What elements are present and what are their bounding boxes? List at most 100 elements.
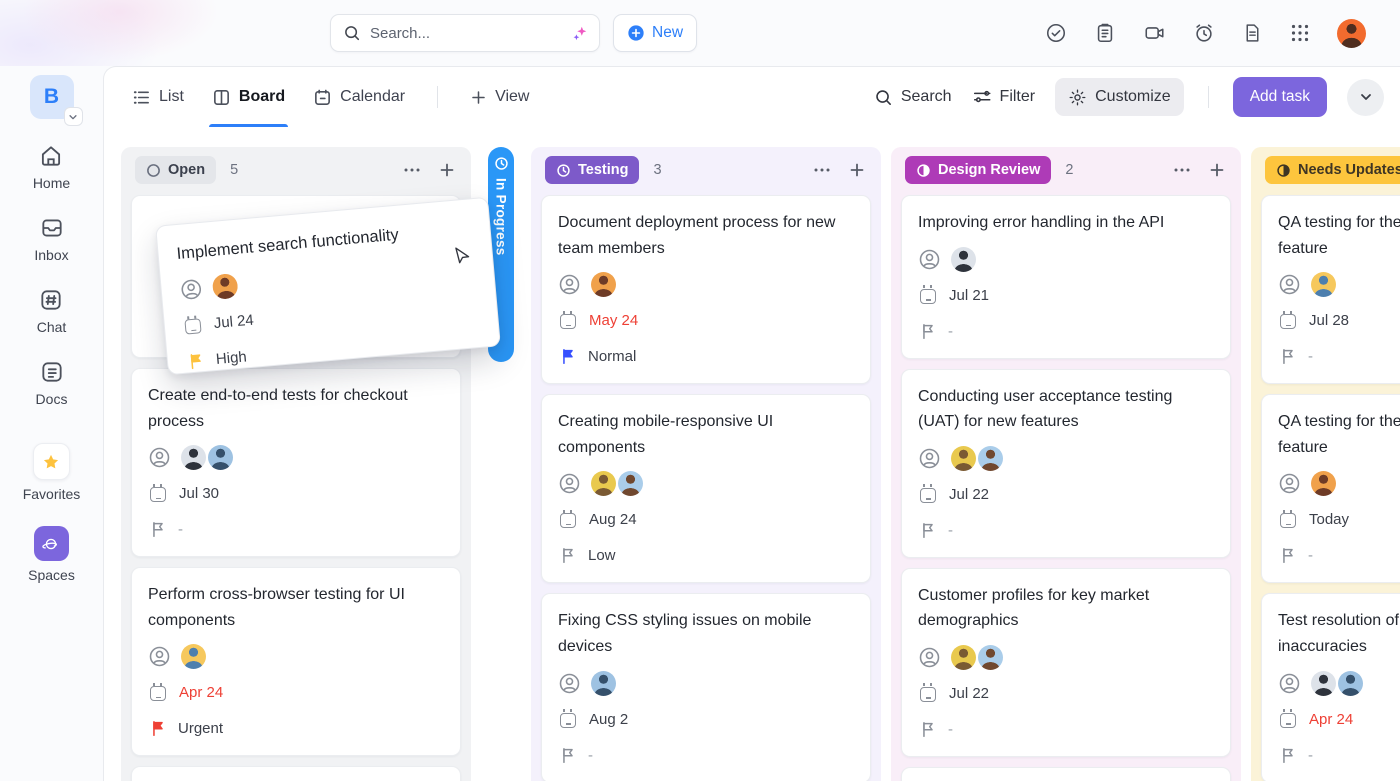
due-date-row[interactable]: Today <box>1278 507 1400 532</box>
tab-board[interactable]: Board <box>208 67 289 127</box>
status-pill-testing[interactable]: Testing <box>545 156 640 184</box>
assignee-row[interactable] <box>558 670 854 696</box>
priority-row[interactable]: Low <box>558 543 854 568</box>
due-date-row[interactable]: Aug 2 <box>558 707 854 732</box>
assignee-row[interactable] <box>558 272 854 298</box>
column-add-button[interactable] <box>437 160 457 180</box>
due-date-row[interactable]: Jul 21 <box>918 283 1214 308</box>
document-icon[interactable] <box>1242 22 1263 44</box>
assignee-row[interactable] <box>148 445 444 471</box>
sidebar-item-inbox[interactable]: Inbox <box>34 215 69 263</box>
due-date-row[interactable]: Jul 22 <box>918 681 1214 706</box>
ai-sparkle-icon[interactable] <box>571 24 589 42</box>
priority-row[interactable]: - <box>148 517 444 542</box>
sidebar-item-home[interactable]: Home <box>33 143 70 191</box>
workspace-chevron-icon[interactable] <box>63 107 83 126</box>
filter-button[interactable]: Filter <box>972 87 1035 107</box>
due-date-row[interactable]: Jul 22 <box>918 482 1214 507</box>
task-title: Creating mobile-responsive UI components <box>558 413 774 456</box>
status-pill-needs-updates[interactable]: Needs Updates <box>1265 156 1400 184</box>
task-card[interactable]: Creating mobile-responsive UI components… <box>541 394 871 584</box>
search-input[interactable] <box>370 24 562 42</box>
board-search-button[interactable]: Search <box>874 88 952 107</box>
apps-grid-icon[interactable] <box>1290 23 1310 43</box>
priority-row[interactable]: - <box>918 518 1214 543</box>
status-pill-design-review[interactable]: Design Review <box>905 156 1052 184</box>
task-card[interactable]: Create end-to-end tests for checkout pro… <box>131 368 461 558</box>
tab-calendar[interactable]: Calendar <box>313 67 405 127</box>
video-camera-icon[interactable] <box>1143 22 1166 44</box>
assignee-row[interactable] <box>918 644 1214 670</box>
task-card[interactable]: Creating a FAQ section for common issues <box>901 766 1231 781</box>
task-card[interactable]: QA testing for the feature Today - <box>1261 394 1400 584</box>
due-date-row[interactable]: Aug 24 <box>558 507 854 532</box>
column-menu-button[interactable] <box>401 165 423 175</box>
column-count: 3 <box>653 162 662 178</box>
priority-row[interactable]: Urgent <box>148 716 444 741</box>
priority-flag-icon <box>148 520 168 539</box>
sidebar-item-spaces[interactable]: Spaces <box>28 526 75 583</box>
due-date: May 24 <box>589 312 639 330</box>
add-task-chevron-button[interactable] <box>1347 78 1384 116</box>
due-date-row[interactable]: Jul 30 <box>148 481 444 506</box>
home-icon <box>38 143 64 169</box>
priority-label: - <box>178 521 183 539</box>
task-card[interactable]: Write API documentation for the <box>131 766 461 781</box>
sidebar-item-chat[interactable]: Chat <box>37 287 66 335</box>
avatar <box>618 471 643 497</box>
task-card[interactable]: Conducting user acceptance testing (UAT)… <box>901 368 1231 558</box>
check-circle-icon[interactable] <box>1045 22 1067 44</box>
due-date-row[interactable]: Apr 24 <box>1278 707 1400 732</box>
column-header: Design Review 2 <box>891 147 1241 193</box>
user-avatar[interactable] <box>1337 18 1366 48</box>
assignee-row[interactable] <box>1278 670 1400 696</box>
new-button[interactable]: New <box>613 14 698 52</box>
card-list: Improving error handling in the API Jul … <box>891 193 1241 781</box>
status-pill-open[interactable]: Open <box>135 156 217 184</box>
due-date-row[interactable]: May 24 <box>558 308 854 333</box>
assignee-row <box>179 253 476 304</box>
column-add-button[interactable] <box>1207 160 1227 180</box>
sidebar-item-docs[interactable]: Docs <box>36 359 67 407</box>
clipboard-icon[interactable] <box>1094 22 1116 44</box>
column-header: Needs Updates <box>1251 147 1400 193</box>
add-view-button[interactable]: View <box>470 67 529 127</box>
assignee-row[interactable] <box>558 471 854 497</box>
task-card[interactable]: QA testing for the feature Jul 28 - <box>1261 195 1400 385</box>
task-card[interactable]: Perform cross-browser testing for UI com… <box>131 567 461 757</box>
column-menu-button[interactable] <box>1171 165 1193 175</box>
assignee-row[interactable] <box>918 246 1214 272</box>
assignee-row[interactable] <box>1278 272 1400 298</box>
priority-row[interactable]: - <box>1278 743 1400 768</box>
customize-button[interactable]: Customize <box>1055 78 1184 116</box>
column-menu-button[interactable] <box>811 165 833 175</box>
priority-label: - <box>1308 348 1313 366</box>
sidebar-item-favorites[interactable]: Favorites <box>23 443 80 502</box>
assignee-row[interactable] <box>918 445 1214 471</box>
priority-row[interactable]: Normal <box>558 344 854 369</box>
add-task-button[interactable]: Add task <box>1232 77 1327 117</box>
priority-row[interactable]: - <box>918 717 1214 742</box>
column-name: Testing <box>578 162 629 178</box>
global-search[interactable] <box>330 14 600 52</box>
task-title: Perform cross-browser testing for UI com… <box>148 586 405 629</box>
task-card[interactable]: Customer profiles for key market demogra… <box>901 567 1231 757</box>
avatar <box>951 246 976 272</box>
column-add-button[interactable] <box>847 160 867 180</box>
dragged-task-card[interactable]: Implement search functionality Jul 24 Hi… <box>155 196 501 376</box>
task-card[interactable]: Fixing CSS styling issues on mobile devi… <box>541 593 871 781</box>
priority-row[interactable]: - <box>918 319 1214 344</box>
due-date-row[interactable]: Jul 28 <box>1278 308 1400 333</box>
assignee-row[interactable] <box>1278 471 1400 497</box>
priority-row[interactable]: - <box>1278 543 1400 568</box>
task-card[interactable]: Improving error handling in the API Jul … <box>901 195 1231 359</box>
task-card[interactable]: Document deployment process for new team… <box>541 195 871 385</box>
due-date-row[interactable]: Apr 24 <box>148 680 444 705</box>
priority-row[interactable]: - <box>1278 344 1400 369</box>
task-card[interactable]: Test resolution of inaccuracies Apr 24 - <box>1261 593 1400 781</box>
workspace-badge[interactable]: B <box>29 75 83 126</box>
tab-list[interactable]: List <box>132 67 184 127</box>
assignee-row[interactable] <box>148 644 444 670</box>
priority-row[interactable]: - <box>558 743 854 768</box>
alarm-clock-icon[interactable] <box>1193 22 1215 44</box>
